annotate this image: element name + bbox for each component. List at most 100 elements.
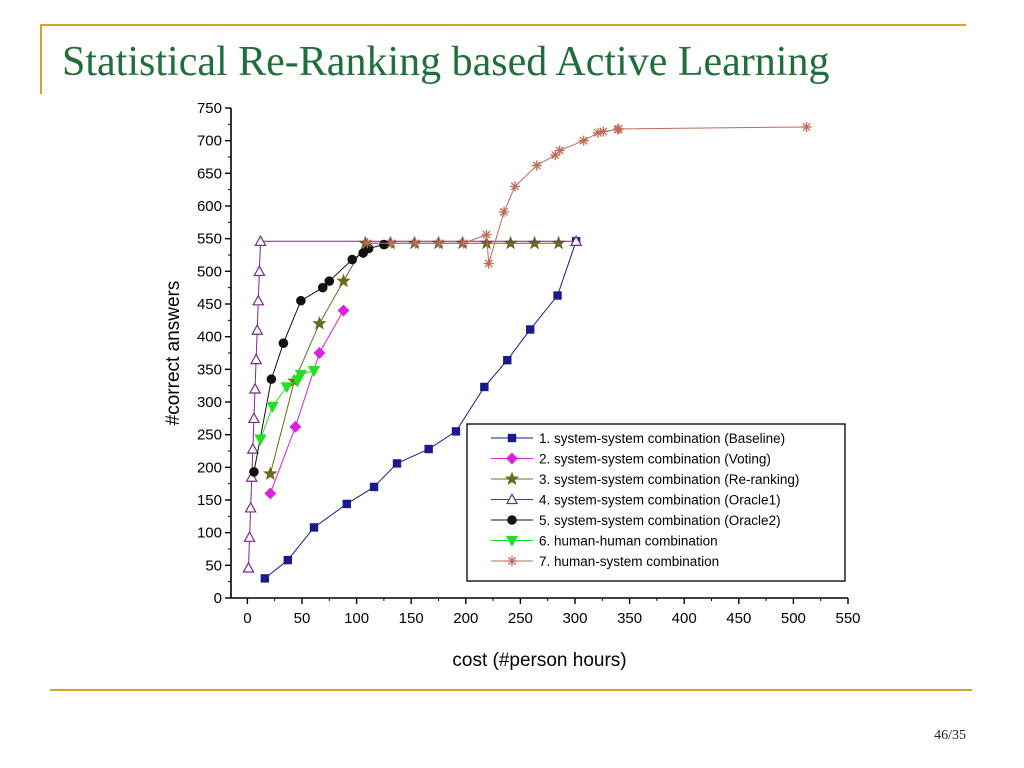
series-7-point xyxy=(598,126,609,137)
series-7 xyxy=(362,121,812,269)
legend-item: 1. system-system combination (Baseline) xyxy=(491,431,785,446)
legend-marker xyxy=(505,535,519,547)
legend-item: 6. human-human combination xyxy=(491,534,718,549)
legend-item: 3. system-system combination (Re-ranking… xyxy=(491,471,799,487)
series-6 xyxy=(254,365,321,446)
series-4-point xyxy=(246,442,259,454)
series-2-point xyxy=(337,304,350,317)
legend-label: 1. system-system combination (Baseline) xyxy=(539,431,785,446)
legend-label: 5. system-system combination (Oracle2) xyxy=(539,513,781,528)
series-6-point xyxy=(266,401,279,413)
legend-label: 3. system-system combination (Re-ranking… xyxy=(539,472,799,487)
legend-item: 2. system-system combination (Voting) xyxy=(491,452,771,467)
series-3-point xyxy=(336,273,351,288)
series-7-line xyxy=(367,126,807,264)
y-tick-label: 300 xyxy=(197,394,222,411)
legend-marker xyxy=(505,493,519,505)
x-tick-label: 0 xyxy=(243,610,251,627)
series-1-point xyxy=(283,555,292,565)
series-1-point xyxy=(526,325,535,334)
series-6-point xyxy=(307,365,321,377)
legend-marker xyxy=(506,452,518,465)
series-4-point xyxy=(251,323,264,335)
series-5-point xyxy=(249,467,259,477)
series-7-point xyxy=(434,238,445,249)
series-7-point xyxy=(554,145,565,156)
page-number: 46/35 xyxy=(934,728,966,743)
series-1-point xyxy=(392,459,402,468)
series-7-point xyxy=(550,149,561,161)
series-3-point xyxy=(551,235,566,250)
series-7-point xyxy=(509,181,521,192)
series-4 xyxy=(242,234,583,573)
series-7-point xyxy=(458,238,469,249)
series-1-point xyxy=(424,444,433,454)
y-axis-title: #correct answers xyxy=(163,281,184,426)
series-1-point xyxy=(309,523,319,532)
series-5-point xyxy=(266,374,277,384)
y-tick-label: 200 xyxy=(197,459,222,476)
series-3-point xyxy=(527,235,542,250)
series-7-point xyxy=(801,121,812,133)
series-7-point xyxy=(531,160,542,171)
x-tick-label: 500 xyxy=(781,610,806,627)
series-4-point xyxy=(247,411,261,424)
series-7-point xyxy=(483,258,494,269)
legend: 1. system-system combination (Baseline) 2… xyxy=(466,423,846,582)
series-7-point xyxy=(386,238,397,249)
x-tick-label: 550 xyxy=(835,610,860,627)
x-tick-label: 450 xyxy=(726,610,751,627)
y-tick-label: 500 xyxy=(197,263,222,280)
x-tick-label: 350 xyxy=(617,610,642,627)
series-5-point xyxy=(296,295,306,306)
series-1-point xyxy=(260,574,270,583)
series-5-point xyxy=(317,282,328,293)
legend-box xyxy=(466,423,846,582)
series-2 xyxy=(264,304,350,500)
y-tick-label: 100 xyxy=(197,525,222,542)
y-tick-label: 600 xyxy=(197,198,222,215)
series-7-point xyxy=(613,123,624,135)
y-tick-label: 400 xyxy=(197,329,222,346)
y-tick-label: 250 xyxy=(197,427,222,444)
legend-item: 5. system-system combination (Oracle2) xyxy=(491,513,781,528)
series-4-point xyxy=(253,264,266,277)
series-2-point xyxy=(264,487,277,500)
series-1-point xyxy=(451,427,461,436)
x-tick-label: 300 xyxy=(562,610,587,627)
series-1-point xyxy=(480,382,489,392)
series-3-point xyxy=(263,466,278,480)
series-6-point xyxy=(294,369,308,381)
series-4-point xyxy=(249,353,263,365)
series-4-point xyxy=(243,530,256,542)
legend-label: 7. human-system combination xyxy=(539,554,719,569)
series-4-point xyxy=(248,382,262,394)
series-1-point xyxy=(553,291,562,300)
y-tick-label: 650 xyxy=(197,165,222,182)
y-tick-label: 50 xyxy=(205,557,222,574)
series-7-point xyxy=(498,206,510,217)
x-tick-label: 150 xyxy=(399,610,424,627)
top-rule xyxy=(40,24,966,26)
y-tick-label: 450 xyxy=(197,296,222,313)
series-4-point xyxy=(569,234,583,246)
legend-item: 7. human-system combination xyxy=(491,554,719,569)
series-6-point xyxy=(254,434,267,446)
series-group xyxy=(242,121,812,583)
x-tick-label: 50 xyxy=(294,610,311,627)
legend-marker xyxy=(507,433,517,443)
series-2-line xyxy=(269,310,344,494)
x-tick-label: 200 xyxy=(453,610,478,627)
bottom-rule xyxy=(50,689,972,691)
y-tick-label: 750 xyxy=(197,100,222,117)
series-2-point xyxy=(289,420,302,433)
series-6-point xyxy=(280,382,293,394)
y-tick-label: 700 xyxy=(197,133,222,150)
series-5-point xyxy=(379,239,389,250)
series-2-point xyxy=(313,347,326,359)
legend-item: 4. system-system combination (Oracle1) xyxy=(491,493,781,508)
left-rule xyxy=(40,24,42,94)
y-tick-label: 0 xyxy=(214,590,222,607)
series-1-point xyxy=(503,355,512,365)
y-tick-label: 150 xyxy=(197,492,222,509)
